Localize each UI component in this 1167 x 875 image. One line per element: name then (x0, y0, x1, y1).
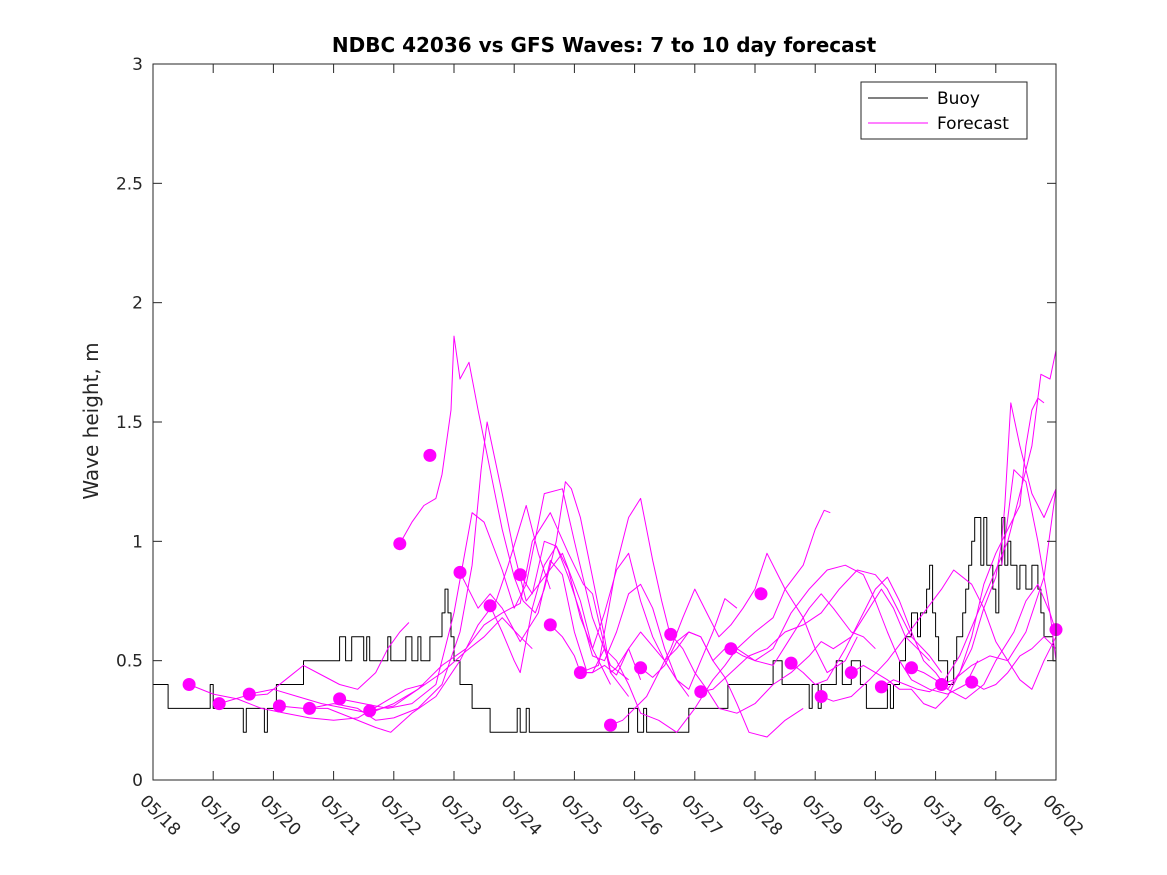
forecast-marker (212, 697, 226, 711)
x-tick-label: 05/25 (557, 791, 606, 840)
legend-buoy-label: Buoy (937, 89, 980, 109)
x-tick-label: 05/24 (497, 791, 546, 840)
x-tick-label: 05/19 (196, 791, 245, 840)
buoy-series-line (153, 517, 1056, 733)
forecast-series-line (610, 552, 858, 726)
forecast-series-line (279, 505, 551, 733)
x-tick-label: 05/28 (737, 791, 786, 840)
forecast-marker (483, 599, 497, 613)
forecast-marker (303, 701, 316, 715)
chart-title: NDBC 42036 vs GFS Waves: 7 to 10 day for… (332, 33, 877, 57)
x-tick-label: 05/23 (436, 791, 485, 840)
legend: Buoy Forecast (860, 81, 1028, 140)
forecast-marker (453, 565, 467, 579)
forecast-series-line (971, 636, 1057, 690)
forecast-marker (754, 587, 768, 601)
forecast-marker (634, 661, 648, 675)
forecast-marker (664, 627, 678, 641)
forecast-marker (724, 642, 738, 656)
forecast-series-line (309, 421, 611, 721)
x-tick-label: 05/18 (135, 791, 184, 840)
x-tick-label: 05/22 (376, 791, 425, 840)
forecast-series-line (730, 564, 979, 695)
series-layer (153, 335, 1057, 738)
forecast-marker (543, 618, 557, 632)
x-tick-label: 06/01 (978, 791, 1027, 840)
forecast-series-line (881, 350, 1057, 693)
x-tick-label: 06/02 (1038, 791, 1087, 840)
y-tick-label: 1 (132, 532, 143, 552)
marker-layer (182, 448, 1063, 732)
x-tick-label: 05/20 (256, 791, 305, 840)
forecast-marker (242, 687, 256, 701)
forecast-series-line (459, 497, 672, 671)
x-tick-label: 05/30 (858, 791, 907, 840)
forecast-marker (784, 656, 798, 670)
forecast-marker (905, 661, 918, 675)
y-axis-label: Wave height, m (79, 342, 103, 499)
y-tick-label: 2.5 (116, 174, 143, 194)
x-tick-label: 05/29 (798, 791, 847, 840)
forecast-marker (393, 537, 407, 551)
forecast-series-line (941, 488, 1057, 685)
x-tick-label: 05/31 (918, 791, 967, 840)
forecast-series-line (339, 488, 629, 709)
y-tick-label: 2 (132, 294, 143, 314)
forecast-marker (363, 704, 377, 718)
forecast-series-line (249, 617, 533, 714)
forecast-series-line (219, 622, 410, 705)
forecast-series-line (519, 540, 738, 690)
forecast-marker (573, 666, 587, 680)
y-tick-label: 1.5 (116, 413, 143, 433)
forecast-marker (935, 678, 949, 691)
legend-box (860, 81, 1028, 140)
forecast-marker (423, 448, 437, 462)
forecast-series-line (700, 569, 943, 693)
forecast-series-line (640, 593, 876, 678)
forecast-series-line (790, 576, 1057, 700)
y-tick-label: 3 (132, 55, 143, 75)
x-tick-label: 05/21 (316, 791, 365, 840)
forecast-marker (272, 699, 286, 713)
forecast-marker (874, 680, 888, 694)
forecast-marker (182, 678, 196, 691)
forecast-marker (513, 568, 527, 582)
forecast-marker (844, 666, 858, 680)
forecast-marker (694, 685, 708, 699)
forecast-marker (814, 690, 828, 703)
legend-forecast-label: Forecast (937, 114, 1009, 134)
forecast-marker (604, 718, 617, 732)
forecast-series-line (188, 684, 425, 721)
forecast-series-line (1001, 469, 1057, 661)
y-tick-label: 0 (132, 771, 143, 791)
forecast-series-line (369, 512, 629, 712)
forecast-marker (965, 675, 979, 689)
y-tick-label: 0.5 (116, 652, 143, 672)
forecast-series-line (399, 335, 642, 680)
x-tick-label: 05/26 (617, 791, 666, 840)
forecast-series-line (580, 509, 831, 733)
forecast-series-line (821, 569, 1057, 702)
forecast-marker (333, 692, 347, 706)
x-tick-label: 05/27 (677, 791, 726, 840)
